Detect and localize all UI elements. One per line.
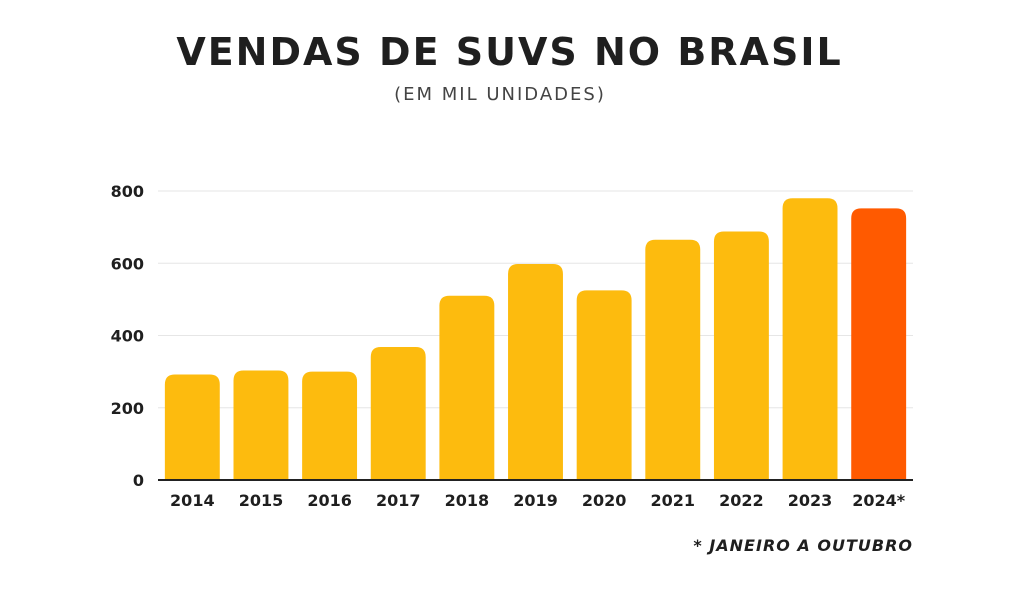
x-tick-label: 2021 — [651, 491, 696, 510]
bar-2015 — [233, 370, 289, 480]
x-tick-label: 2018 — [445, 491, 490, 510]
footnote: * JANEIRO A OUTUBRO — [693, 536, 913, 555]
bar-2021 — [645, 239, 701, 480]
y-tick-label: 800 — [111, 182, 144, 201]
bars — [164, 198, 907, 480]
bar-2024 — [851, 208, 907, 480]
bar-2020 — [576, 290, 632, 480]
bar-2017 — [370, 347, 426, 480]
bar-2023 — [782, 198, 838, 480]
x-tick-label: 2014 — [170, 491, 215, 510]
x-tick-label: 2015 — [239, 491, 284, 510]
x-tick-label: 2024* — [852, 491, 906, 510]
chart-title: VENDAS DE SUVS NO BRASIL — [176, 30, 843, 74]
bar-2022 — [713, 231, 769, 480]
bar-2014 — [164, 374, 220, 480]
x-tick-label: 2016 — [307, 491, 352, 510]
chart-subtitle: (EM MIL UNIDADES) — [394, 84, 606, 105]
y-tick-label: 600 — [111, 254, 144, 273]
y-tick-label: 0 — [133, 471, 144, 490]
x-tick-label: 2019 — [513, 491, 558, 510]
x-tick-label: 2022 — [719, 491, 764, 510]
y-tick-label: 400 — [111, 327, 144, 346]
tick-labels: 0 200 400 600 800 2014 2015 2016 2017 2018 2019 202… — [111, 182, 906, 510]
bar-2016 — [302, 371, 358, 480]
bar-2018 — [439, 295, 495, 480]
y-tick-label: 200 — [111, 399, 144, 418]
bar-2019 — [508, 263, 563, 480]
x-tick-label: 2017 — [376, 491, 421, 510]
x-tick-label: 2020 — [582, 491, 627, 510]
x-tick-label: 2023 — [788, 491, 833, 510]
